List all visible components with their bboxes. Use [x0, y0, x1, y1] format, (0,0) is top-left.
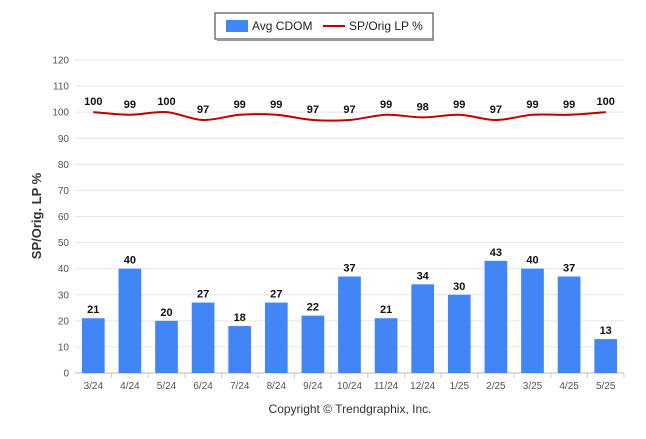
bar [228, 326, 252, 373]
x-tick-label: 9/24 [303, 381, 323, 392]
bar-value-label: 37 [343, 262, 355, 274]
line-value-label: 99 [453, 99, 465, 111]
y-axis: 0 10 20 30 40 50 60 70 80 90 100 110 120 [52, 56, 69, 380]
line-value-label: 100 [84, 96, 102, 108]
bar-value-label: 21 [87, 304, 99, 316]
bar-value-label: 40 [526, 255, 538, 267]
bar [264, 302, 288, 373]
bar-value-label: 13 [600, 325, 612, 337]
bar [411, 284, 435, 373]
line-value-label: 99 [380, 99, 392, 111]
x-tick-label: 5/24 [157, 381, 177, 392]
bar-value-label: 20 [160, 307, 172, 319]
bar-value-label: 34 [417, 270, 430, 282]
x-tick-label: 7/24 [230, 381, 250, 392]
x-tick-label: 4/24 [120, 381, 140, 392]
bar [155, 320, 178, 373]
x-tick-label: 6/24 [193, 381, 213, 392]
y-tick-label: 80 [58, 160, 70, 171]
y-tick-label: 20 [58, 316, 70, 327]
bar [484, 260, 508, 373]
x-tick-label: 2/25 [486, 381, 506, 392]
x-tick-label: 5/25 [596, 381, 616, 392]
x-tick-label: 1/25 [450, 381, 470, 392]
line-path [93, 111, 606, 122]
y-tick-label: 110 [53, 82, 69, 93]
line-value-label: 99 [124, 99, 136, 111]
x-tick-label: 4/25 [559, 381, 579, 392]
line-value-label: 97 [343, 104, 355, 116]
y-tick-label: 70 [58, 186, 70, 197]
y-tick-label: 120 [52, 56, 69, 67]
line-value-label: 100 [597, 96, 615, 108]
bar [594, 339, 618, 373]
line-series: 100 99 100 97 99 99 97 97 99 98 99 97 99 99 100 [84, 96, 615, 122]
bar-value-label: 37 [563, 262, 575, 274]
y-tick-label: 40 [58, 264, 70, 275]
line-value-label: 99 [234, 99, 246, 111]
bar [557, 276, 581, 373]
legend-label: SP/Orig LP % [349, 19, 423, 33]
bar [118, 268, 142, 373]
y-tick-label: 50 [58, 238, 70, 249]
x-tick-label: 12/24 [410, 381, 435, 392]
line-value-label: 97 [197, 104, 209, 116]
y-tick-label: 10 [58, 342, 70, 353]
bar-value-label: 18 [234, 312, 246, 324]
bar [191, 302, 215, 373]
y-tick-label: 90 [58, 134, 70, 145]
y-tick-label: 0 [63, 369, 69, 380]
y-tick-label: 60 [58, 212, 70, 223]
line-value-label: 100 [157, 96, 175, 108]
line-value-label: 99 [270, 99, 282, 111]
legend-swatch-bar [226, 20, 248, 32]
y-tick-label: 30 [58, 290, 70, 301]
x-tick-label: 10/24 [337, 381, 362, 392]
bar-value-label: 21 [380, 304, 392, 316]
x-axis: 3/24 4/24 5/24 6/24 7/24 8/24 9/24 10/24 11/24 12… [84, 373, 625, 392]
x-tick-label: 8/24 [267, 381, 287, 392]
line-value-label: 97 [307, 104, 319, 116]
legend: Avg CDOM SP/Orig LP % [214, 12, 434, 41]
bar [447, 294, 471, 373]
bar-series: 21 40 20 27 18 27 22 37 21 34 30 43 40 37 13 [81, 247, 618, 373]
y-tick-label: 100 [52, 108, 69, 119]
line-value-label: 99 [526, 99, 538, 111]
y-axis-title: SP/Orig. LP % [29, 172, 44, 259]
bar-value-label: 22 [307, 302, 319, 314]
line-value-label: 98 [417, 101, 429, 113]
line-value-label: 97 [490, 104, 502, 116]
legend-label: Avg CDOM [252, 19, 312, 33]
footer-copyright: Copyright © Trendgraphix, Inc. [269, 402, 432, 416]
x-tick-label: 11/24 [374, 381, 399, 392]
bar-value-label: 30 [453, 281, 465, 293]
x-tick-label: 3/25 [523, 381, 543, 392]
bar-value-label: 27 [270, 289, 282, 301]
bar-value-label: 40 [124, 255, 136, 267]
bar [81, 318, 105, 373]
bar [338, 276, 361, 373]
bar [301, 315, 325, 373]
line-value-label: 99 [563, 99, 575, 111]
x-tick-label: 3/24 [84, 381, 104, 392]
bar [374, 318, 398, 373]
bar [521, 268, 544, 373]
bar-value-label: 43 [490, 247, 502, 259]
bar-value-label: 27 [197, 289, 209, 301]
